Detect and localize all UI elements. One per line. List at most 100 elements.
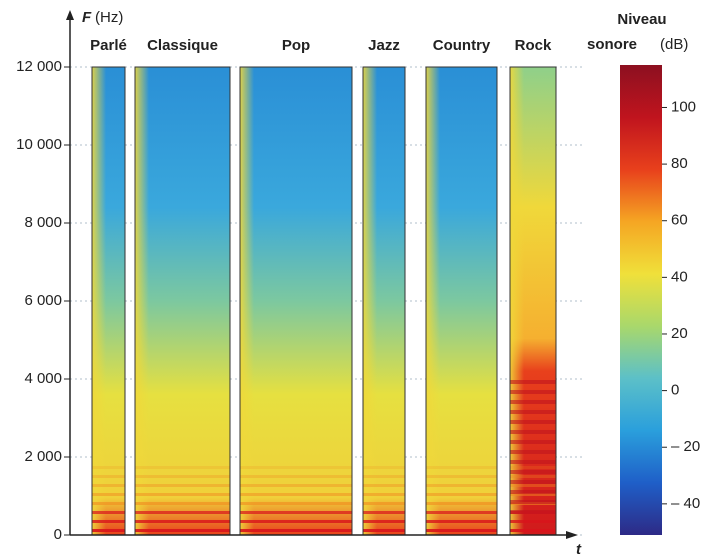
harmonic-band [240,529,352,532]
harmonic-band [240,493,352,496]
harmonic-band [426,502,497,505]
harmonic-band [510,420,556,424]
panel-edge [92,67,106,535]
colorbar-tick-label: 20 [671,325,688,342]
panel-edge [240,67,254,535]
harmonic-band [363,484,405,487]
spectrogram-panel [363,67,405,535]
y-tick-label: 0 [54,526,62,543]
harmonic-band [135,502,230,505]
y-label: F [82,9,92,26]
harmonic-band [510,470,556,474]
y-tick-label: 10 000 [16,136,62,153]
harmonic-band [363,511,405,514]
harmonic-band [92,502,125,505]
harmonic-band [135,484,230,487]
harmonic-band [240,502,352,505]
harmonic-band [510,410,556,414]
panel-fill [240,67,352,535]
harmonic-band [510,466,556,469]
x-label: t [576,541,582,558]
y-arrow [66,10,74,20]
colorbar-title: (dB) [660,36,688,53]
colorbar-tick-label: 100 [671,98,696,115]
harmonic-band [240,484,352,487]
harmonic-band [510,480,556,484]
spectrogram-panel [426,67,497,535]
colorbar-tick-label: 60 [671,212,688,229]
harmonic-band [92,493,125,496]
harmonic-band [510,475,556,478]
colorbar-tick-label: 40 [671,268,688,285]
harmonic-band [426,511,497,514]
harmonic-band [510,450,556,454]
spectrograms [92,67,556,535]
harmonic-band [510,400,556,404]
harmonic-band [135,493,230,496]
harmonic-band [426,484,497,487]
y-tick-label: 2 000 [24,448,62,465]
panel-edge [363,67,377,535]
harmonic-band [363,466,405,469]
colorbar-title: Niveau [617,11,666,28]
panel-fill [135,67,230,535]
panel-edge [426,67,440,535]
category-label: Pop [282,37,310,54]
y-tick-label: 4 000 [24,370,62,387]
harmonic-band [426,466,497,469]
harmonic-band [510,380,556,384]
harmonic-band [510,484,556,487]
harmonic-band [363,475,405,478]
y-tick-label: 12 000 [16,58,62,75]
chart: F (Hz) t Niveau sonore (dB) 0 2 000 4 000 6… [0,0,715,560]
category-label: Classique [147,37,218,54]
harmonic-band [92,484,125,487]
harmonic-band [426,493,497,496]
harmonic-band [240,511,352,514]
harmonic-band [135,511,230,514]
y-tick-label: 6 000 [24,292,62,309]
category-label: Parlé [90,37,127,54]
harmonic-band [135,466,230,469]
harmonic-band [135,529,230,532]
harmonic-band [363,529,405,532]
harmonic-band [92,529,125,532]
harmonic-band [510,390,556,394]
panel-edge [135,67,149,535]
harmonic-band [92,466,125,469]
y-tick-label: 8 000 [24,214,62,231]
harmonic-band [92,475,125,478]
harmonic-band [510,440,556,444]
spectrogram-panel [240,67,352,535]
harmonic-band [510,460,556,464]
panel-edge [510,67,524,535]
spectrogram-panel [135,67,230,535]
harmonic-band [426,475,497,478]
harmonic-band [510,510,556,514]
harmonic-band [510,520,556,523]
harmonic-band [92,520,125,523]
harmonic-band [363,493,405,496]
colorbar-tick-label: – 40 [671,495,700,512]
harmonic-band [135,520,230,523]
harmonic-band [240,466,352,469]
y-unit: (Hz) [95,9,123,26]
category-label: Country [433,37,491,54]
spectrogram-panel [92,67,125,535]
harmonic-band [363,502,405,505]
harmonic-band [510,430,556,434]
spectrogram-panel [510,67,556,535]
harmonic-band [510,490,556,494]
harmonic-band [240,475,352,478]
harmonic-band [240,520,352,523]
harmonic-band [363,520,405,523]
colorbar-tick-label: 0 [671,382,679,399]
category-label: Jazz [368,37,400,54]
colorbar-title: sonore [587,36,637,53]
category-label: Rock [515,37,552,54]
harmonic-band [426,529,497,532]
harmonic-band [510,529,556,532]
harmonic-band [426,520,497,523]
colorbar [620,65,662,535]
harmonic-band [92,511,125,514]
